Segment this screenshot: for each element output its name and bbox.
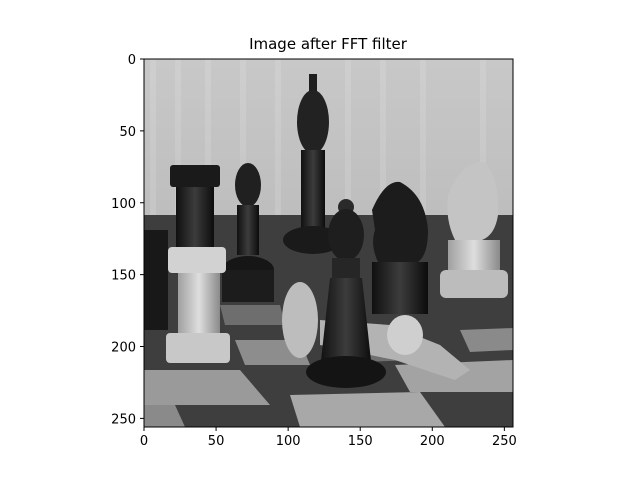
chart-title: Image after FFT filter (249, 35, 408, 53)
light-rook (166, 247, 230, 363)
y-tick-label: 100 (111, 197, 136, 212)
x-tick-label: 150 (348, 434, 373, 449)
dark-bishop-back (222, 163, 274, 302)
x-axis-ticks: 0 50 100 150 200 250 (140, 427, 517, 449)
x-tick-label: 250 (492, 434, 517, 449)
x-tick-label: 0 (140, 434, 148, 449)
axes-frame (143, 58, 514, 428)
light-knight (440, 161, 508, 298)
x-tick-label: 50 (208, 434, 225, 449)
y-tick-label: 0 (128, 53, 136, 68)
y-axis-ticks: 0 50 100 150 200 250 (111, 53, 144, 427)
y-tick-label: 250 (111, 412, 136, 427)
chess-photo (144, 59, 513, 427)
y-tick-label: 200 (111, 341, 136, 356)
x-tick-label: 200 (420, 434, 445, 449)
dark-bishop-front (306, 199, 386, 388)
dark-king-back (283, 74, 343, 254)
x-tick-label: 100 (276, 434, 301, 449)
dark-knight (372, 181, 428, 314)
y-tick-label: 150 (111, 269, 136, 284)
y-tick-label: 50 (119, 125, 136, 140)
dark-piece-left-edge (144, 230, 168, 330)
